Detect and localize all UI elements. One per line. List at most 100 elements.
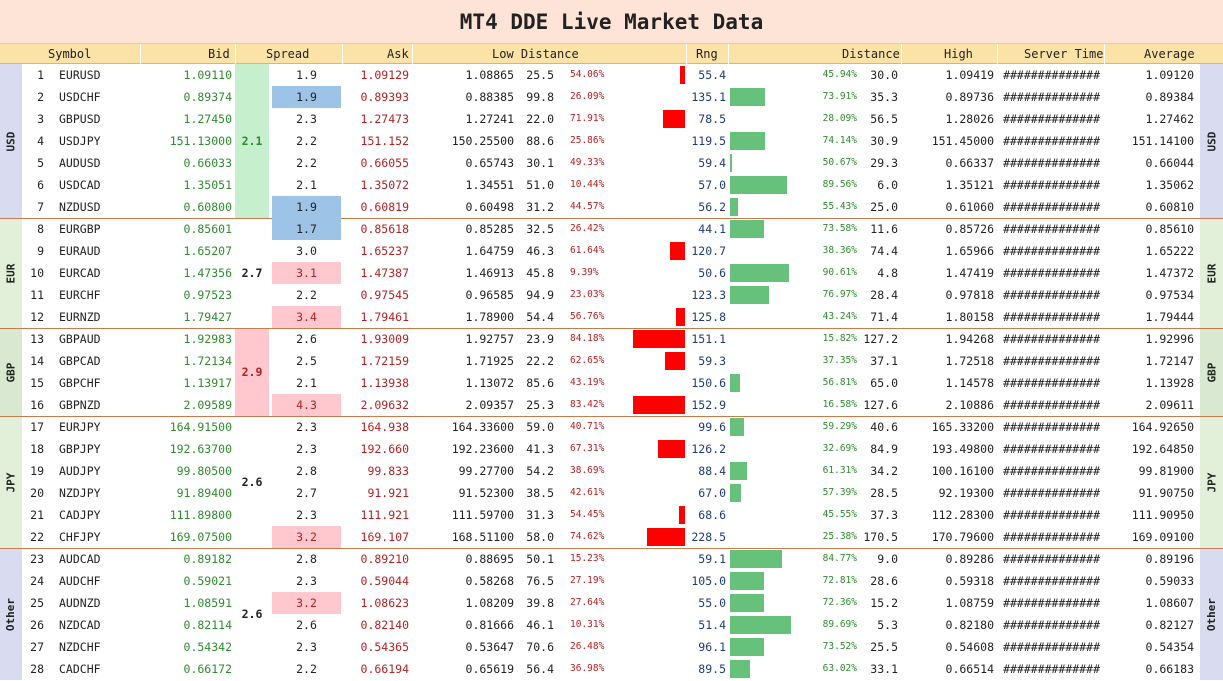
table-row[interactable]: 10 EURCAD 1.47356 3.1 1.47387 1.46913 45.8 9.39… [0, 262, 1223, 284]
symbol-cell[interactable]: AUDUSD [59, 156, 101, 170]
symbol-cell[interactable]: CADJPY [59, 508, 101, 522]
high-cell: 0.66514 [945, 662, 994, 676]
high-cell: 0.66337 [945, 156, 994, 170]
bid-cell: 91.89400 [176, 486, 232, 500]
symbol-cell[interactable]: AUDNZD [59, 596, 101, 610]
symbol-cell[interactable]: EURAUD [59, 244, 101, 258]
table-row[interactable]: 6 USDCAD 1.35051 2.1 1.35072 1.34551 51.0 10.44… [0, 174, 1223, 196]
table-row[interactable]: 27 NZDCHF 0.54342 2.3 0.54365 0.53647 70.6 26.4… [0, 636, 1223, 658]
symbol-cell[interactable]: AUDCHF [59, 574, 101, 588]
group-average-spread-value: 2.7 [241, 266, 263, 280]
high-distance-cell: 170.5 [863, 530, 898, 544]
symbol-cell[interactable]: CHFJPY [59, 530, 101, 544]
low-distance-cell: 54.4 [526, 310, 554, 324]
header-average[interactable]: Average [1144, 47, 1195, 61]
symbol-cell[interactable]: EURJPY [59, 420, 101, 434]
table-row[interactable]: 13 GBPAUD 1.92983 2.6 1.93009 1.92757 23.9 84.1… [0, 328, 1223, 350]
high-percent-cell: 45.55% [822, 509, 857, 520]
table-row[interactable]: 14 GBPCAD 1.72134 2.5 1.72159 1.71925 22.2 62.6… [0, 350, 1223, 372]
high-percent-cell: 63.02% [822, 663, 857, 674]
high-distance-bar [730, 88, 765, 106]
header-low-distance[interactable]: Low Distance [492, 47, 579, 61]
table-row[interactable]: 26 NZDCAD 0.82114 2.6 0.82140 0.81666 46.1 10.3… [0, 614, 1223, 636]
symbol-cell[interactable]: USDCAD [59, 178, 101, 192]
symbol-cell[interactable]: AUDCAD [59, 552, 101, 566]
symbol-cell[interactable]: GBPCAD [59, 354, 101, 368]
row-number: 28 [30, 662, 44, 676]
low-distance-cell: 46.1 [526, 618, 554, 632]
header-bid[interactable]: Bid [208, 47, 230, 61]
symbol-cell[interactable]: GBPUSD [59, 112, 101, 126]
symbol-cell[interactable]: NZDCHF [59, 640, 101, 654]
low-percent-cell: 25.86% [570, 135, 605, 146]
symbol-cell[interactable]: AUDJPY [59, 464, 101, 478]
group-average-spread: 2.6 [235, 548, 269, 680]
symbol-cell[interactable]: GBPAUD [59, 332, 101, 346]
header-high[interactable]: High [944, 47, 973, 61]
table-row[interactable]: 5 AUDUSD 0.66033 2.2 0.66055 0.65743 30.1 49.33… [0, 152, 1223, 174]
header-spread[interactable]: Spread [266, 47, 310, 61]
table-row[interactable]: 11 EURCHF 0.97523 2.2 0.97545 0.96585 94.9 23.0… [0, 284, 1223, 306]
table-row[interactable]: 18 GBPJPY 192.63700 2.3 192.660 192.23600 41.3… [0, 438, 1223, 460]
low-cell: 99.27700 [458, 464, 514, 478]
low-distance-bar [679, 506, 685, 524]
high-distance-cell: 37.3 [870, 508, 898, 522]
symbol-cell[interactable]: EURCAD [59, 266, 101, 280]
table-row[interactable]: 24 AUDCHF 0.59021 2.3 0.59044 0.58268 76.5 27.1… [0, 570, 1223, 592]
symbol-cell[interactable]: NZDJPY [59, 486, 101, 500]
high-percent-cell: 73.52% [822, 641, 857, 652]
server-time-cell: ############## [1003, 200, 1100, 214]
high-distance-bar [730, 550, 782, 568]
symbol-cell[interactable]: GBPCHF [59, 376, 101, 390]
table-row[interactable]: 7 NZDUSD 0.60800 1.9 0.60819 0.60498 31.2 44.57… [0, 196, 1223, 218]
range-cell: 59.3 [698, 354, 726, 368]
table-row[interactable]: 20 NZDJPY 91.89400 2.7 91.921 91.52300 38.5 42.… [0, 482, 1223, 504]
table-row[interactable]: 15 GBPCHF 1.13917 2.1 1.13938 1.13072 85.6 43.1… [0, 372, 1223, 394]
low-cell: 0.88695 [465, 552, 514, 566]
table-row[interactable]: 19 AUDJPY 99.80500 2.8 99.833 99.27700 54.2 38.… [0, 460, 1223, 482]
header-rng[interactable]: Rng [696, 47, 718, 61]
symbol-cell[interactable]: EURGBP [59, 222, 101, 236]
high-percent-cell: 90.61% [822, 267, 857, 278]
group-label-right: JPY [1200, 416, 1223, 548]
high-cell: 0.82180 [945, 618, 994, 632]
table-row[interactable]: 1 EURUSD 1.09110 1.9 1.09129 1.08865 25.5 54.06… [0, 64, 1223, 86]
table-row[interactable]: 16 GBPNZD 2.09589 4.3 2.09632 2.09357 25.3 83.4… [0, 394, 1223, 416]
server-time-cell: ############## [1003, 222, 1100, 236]
symbol-cell[interactable]: GBPJPY [59, 442, 101, 456]
table-row[interactable]: 2 USDCHF 0.89374 1.9 0.89393 0.88385 99.8 26.09… [0, 86, 1223, 108]
table-row[interactable]: 22 CHFJPY 169.07500 3.2 169.107 168.51100 58.0… [0, 526, 1223, 548]
table-row[interactable]: 4 USDJPY 151.13000 2.2 151.152 150.25500 88.6 2… [0, 130, 1223, 152]
symbol-cell[interactable]: USDCHF [59, 90, 101, 104]
header-ask[interactable]: Ask [387, 47, 409, 61]
symbol-cell[interactable]: NZDCAD [59, 618, 101, 632]
header-symbol[interactable]: Symbol [48, 47, 92, 61]
table-row[interactable]: 9 EURAUD 1.65207 3.0 1.65237 1.64759 46.3 61.64… [0, 240, 1223, 262]
header-distance[interactable]: Distance [842, 47, 900, 61]
symbol-cell[interactable]: EURNZD [59, 310, 101, 324]
range-cell: 120.7 [691, 244, 726, 258]
symbol-cell[interactable]: GBPNZD [59, 398, 101, 412]
table-row[interactable]: 8 EURGBP 0.85601 1.7 0.85618 0.85285 32.5 26.42… [0, 218, 1223, 240]
header-server-time[interactable]: Server Time [1024, 47, 1104, 61]
table-row[interactable]: 17 EURJPY 164.91500 2.3 164.938 164.33600 59.0… [0, 416, 1223, 438]
table-row[interactable]: 25 AUDNZD 1.08591 3.2 1.08623 1.08209 39.8 27.6… [0, 592, 1223, 614]
symbol-cell[interactable]: USDJPY [59, 134, 101, 148]
symbol-cell[interactable]: NZDUSD [59, 200, 101, 214]
symbol-cell[interactable]: EURUSD [59, 68, 101, 82]
high-distance-bar [730, 594, 764, 612]
high-distance-bar [730, 616, 791, 634]
table-row[interactable]: 12 EURNZD 1.79427 3.4 1.79461 1.78900 54.4 56.7… [0, 306, 1223, 328]
high-cell: 1.35121 [945, 178, 994, 192]
ask-cell: 111.921 [360, 508, 409, 522]
symbol-cell[interactable]: EURCHF [59, 288, 101, 302]
table-row[interactable]: 3 GBPUSD 1.27450 2.3 1.27473 1.27241 22.0 71.91… [0, 108, 1223, 130]
table-row[interactable]: 23 AUDCAD 0.89182 2.8 0.89210 0.88695 50.1 15.2… [0, 548, 1223, 570]
low-distance-cell: 59.0 [526, 420, 554, 434]
bid-cell: 2.09589 [183, 398, 232, 412]
table-header: Symbol Bid Spread Ask Low Distance Rng D… [0, 44, 1223, 64]
table-row[interactable]: 21 CADJPY 111.89800 2.3 111.921 111.59700 31.3… [0, 504, 1223, 526]
symbol-cell[interactable]: CADCHF [59, 662, 101, 676]
table-row[interactable]: 28 CADCHF 0.66172 2.2 0.66194 0.65619 56.4 36.9… [0, 658, 1223, 680]
server-time-cell: ############## [1003, 486, 1100, 500]
